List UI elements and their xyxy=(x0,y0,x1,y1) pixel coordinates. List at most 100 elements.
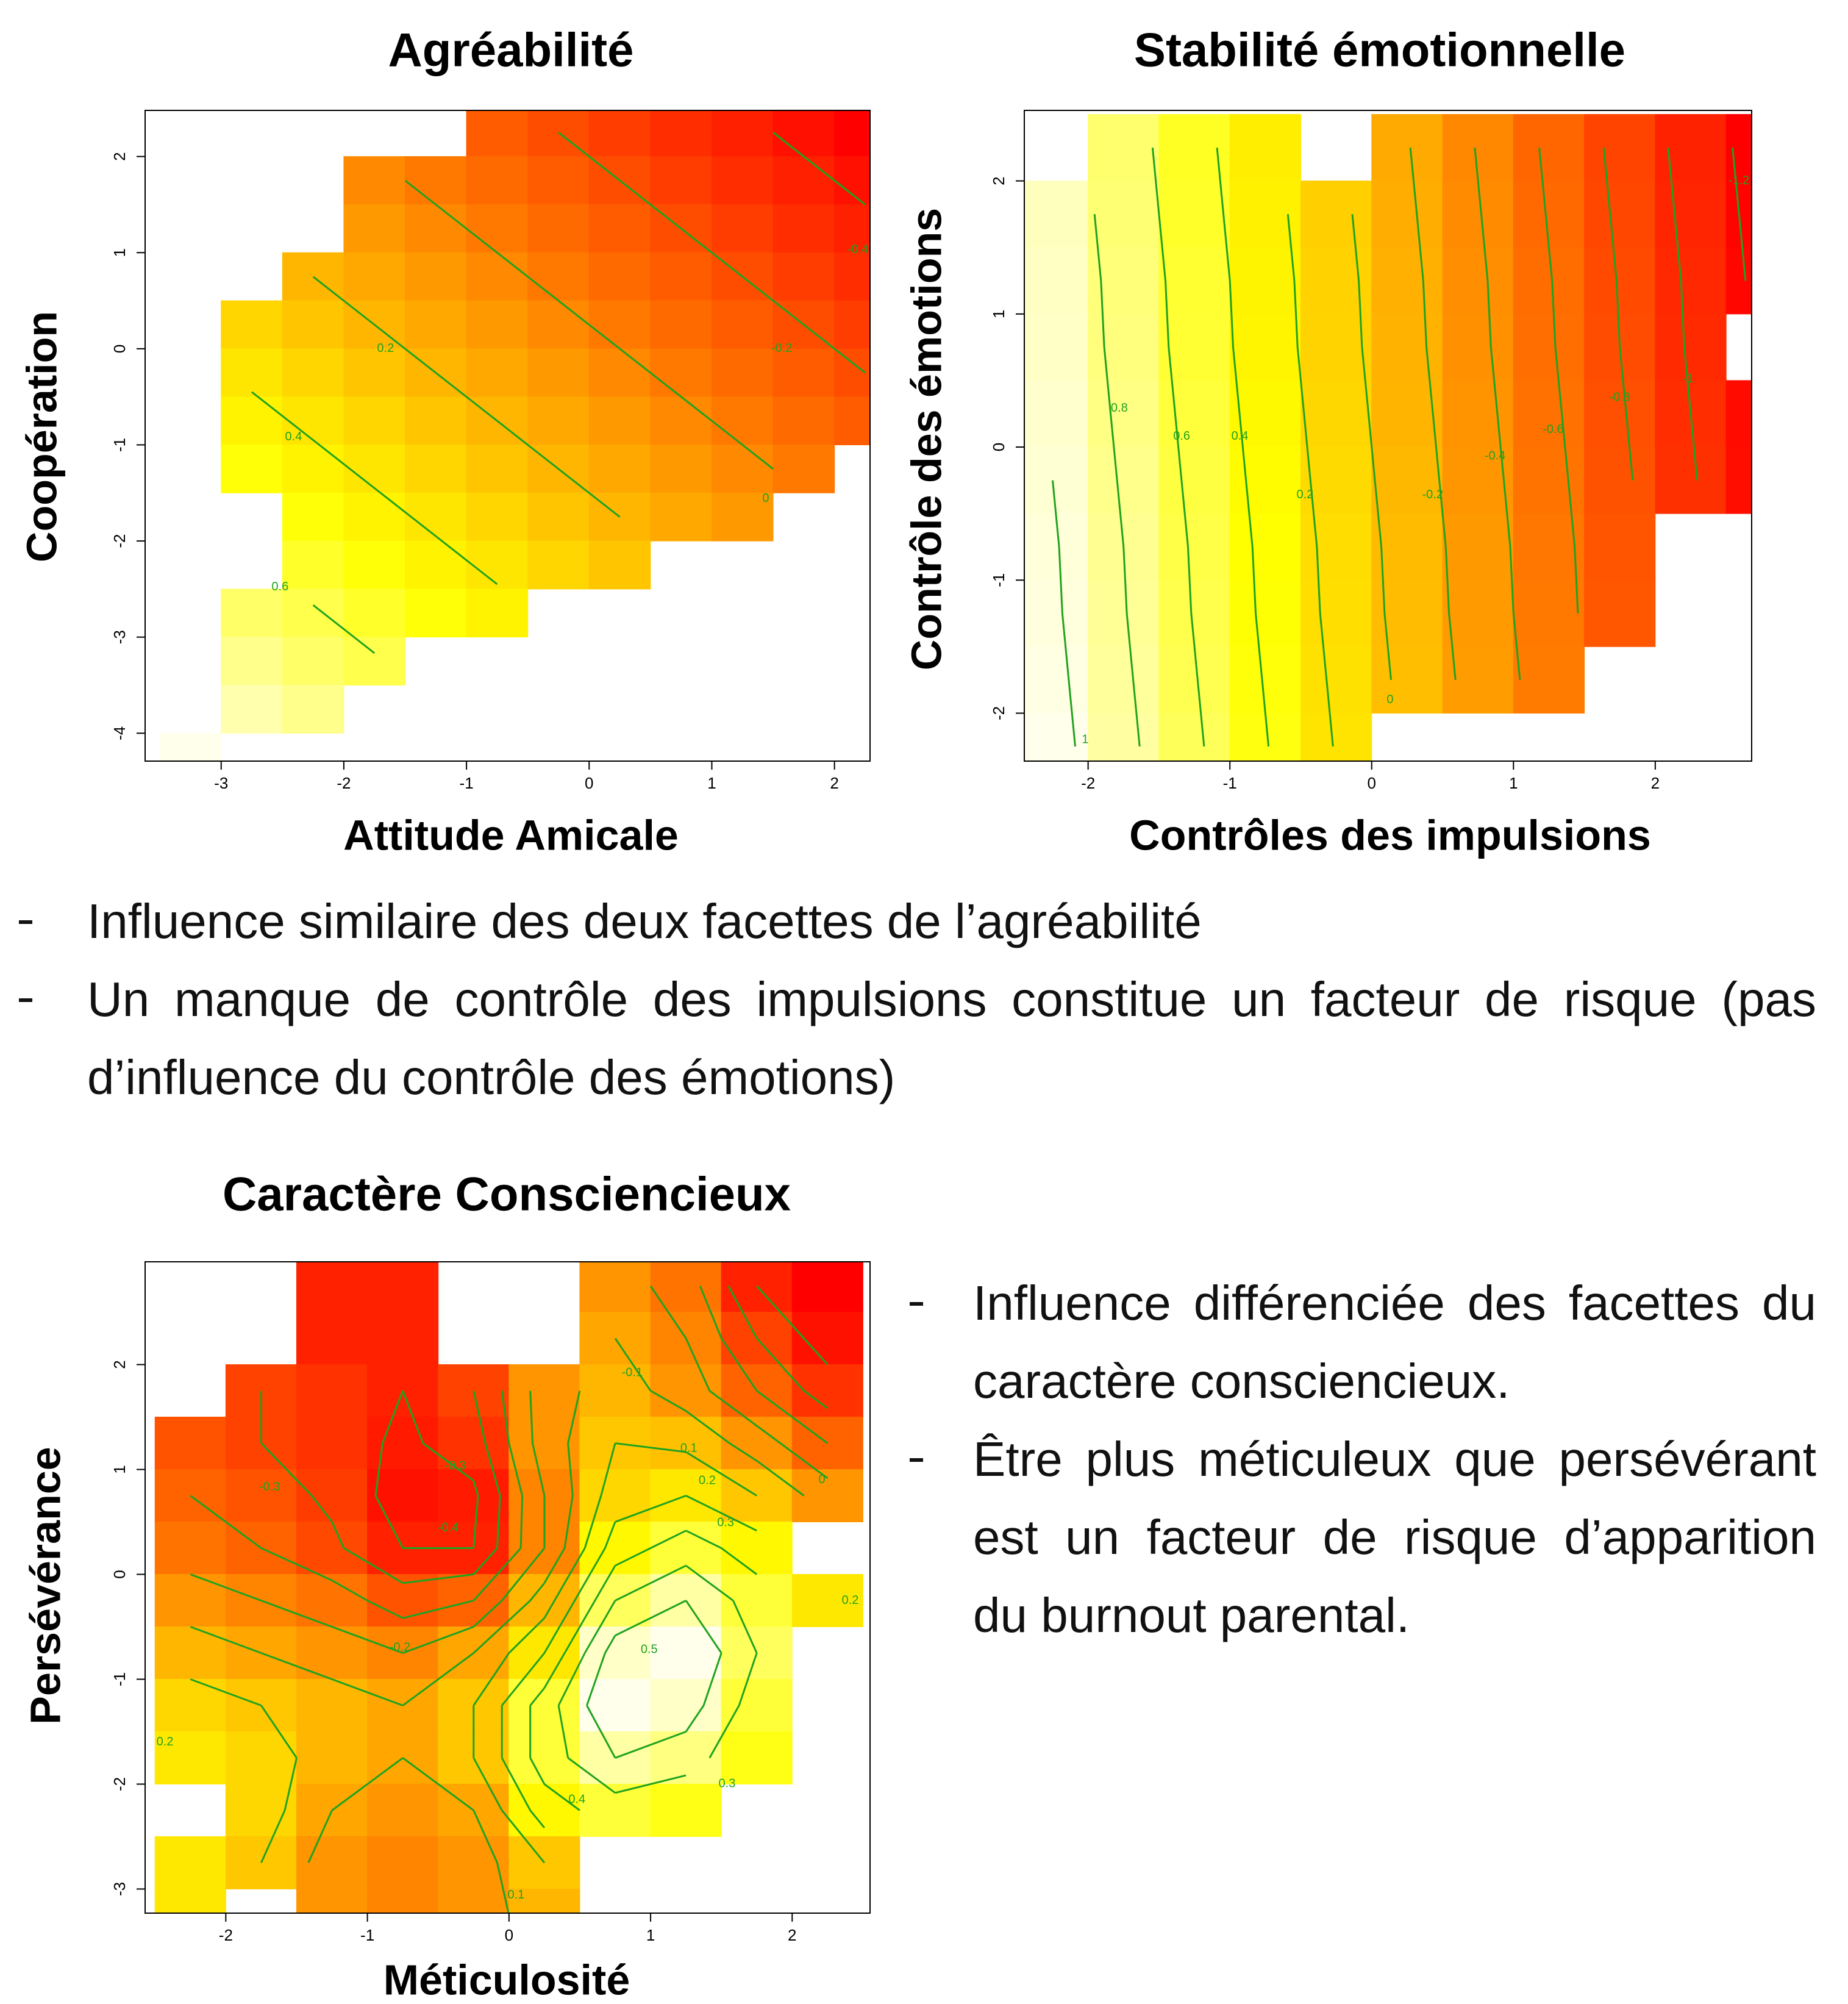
contour-label: -1.2 xyxy=(1728,174,1749,187)
heat-cell xyxy=(296,1312,368,1365)
heat-cell xyxy=(343,444,406,493)
contour-label: 0.2 xyxy=(842,1594,859,1607)
heat-cell xyxy=(282,637,344,685)
contour-label: -0.4 xyxy=(847,243,868,256)
y-axis-label: Coopération xyxy=(18,311,65,562)
contour-label: 0.2 xyxy=(1297,488,1314,501)
heat-cell xyxy=(1024,313,1089,381)
heat-cell xyxy=(588,348,651,398)
heat-cell xyxy=(508,1364,580,1418)
heat-cell xyxy=(1584,380,1656,448)
heat-cell xyxy=(1088,646,1160,714)
bullet-item: Un manque de contrôle des impulsions con… xyxy=(19,961,1816,1117)
contour-label: -0.6 xyxy=(1543,423,1563,436)
heat-cell xyxy=(466,492,529,542)
heat-cell xyxy=(711,156,774,205)
bullet-list: Influence différenciée des facettes du c… xyxy=(910,1264,1816,1655)
heat-cell xyxy=(466,589,529,638)
heat-cell xyxy=(296,1731,368,1784)
heat-cell xyxy=(1371,646,1443,714)
y-tick-label: -2 xyxy=(110,1777,129,1791)
heat-cell xyxy=(296,1678,368,1732)
contour-label: 1 xyxy=(1082,732,1088,746)
contour-line xyxy=(190,1442,757,1864)
heat-cell xyxy=(1229,513,1301,581)
bullet-text: Un manque de contrôle des impulsions con… xyxy=(87,972,1816,1104)
heat-cell xyxy=(834,396,870,445)
heat-cell xyxy=(834,300,870,349)
heat-cell xyxy=(1300,181,1372,248)
chart-title: Caractère Consciencieux xyxy=(223,1167,791,1221)
y-tick-label: -3 xyxy=(110,1882,129,1896)
contour-line xyxy=(1351,214,1392,681)
heat-cell xyxy=(405,156,467,205)
heat-cell xyxy=(438,1469,510,1523)
heat-cell xyxy=(1229,446,1301,514)
heat-cell xyxy=(650,492,712,542)
x-tick-label: -1 xyxy=(1223,774,1237,792)
heat-cell xyxy=(579,1262,651,1313)
contour-line xyxy=(1474,147,1521,681)
contour-line xyxy=(404,179,774,470)
heat-cell xyxy=(711,348,774,398)
heat-cell xyxy=(1584,181,1656,248)
y-tick-label: 2 xyxy=(110,152,129,160)
heat-cell xyxy=(1371,579,1443,647)
heat-cell xyxy=(527,348,590,398)
heat-cell xyxy=(1300,380,1372,448)
x-tick-label: 1 xyxy=(707,774,716,792)
heat-cell xyxy=(579,1678,651,1732)
heat-cell xyxy=(343,252,406,301)
heat-cell xyxy=(225,1678,297,1732)
heat-cell xyxy=(154,1417,226,1470)
heat-cell xyxy=(772,204,835,253)
contour-line xyxy=(1538,147,1579,614)
heat-cell xyxy=(154,1678,226,1732)
heat-cell xyxy=(1655,114,1727,182)
contour-line xyxy=(1093,214,1141,747)
contour-line xyxy=(260,1285,829,1584)
y-tick-label: -2 xyxy=(990,706,1008,720)
heat-cell xyxy=(711,492,774,542)
contour-label: 0 xyxy=(818,1473,825,1486)
heat-cell xyxy=(1584,247,1656,315)
contour-label: 0.1 xyxy=(680,1441,697,1455)
heat-cell xyxy=(527,492,590,542)
contour-line xyxy=(1216,147,1270,747)
x-tick-label: -2 xyxy=(219,1926,233,1944)
heat-cell xyxy=(1229,313,1301,381)
heat-cell xyxy=(282,444,344,493)
x-tick-label: 2 xyxy=(1651,774,1660,792)
heat-cell xyxy=(1024,513,1089,581)
heat-cell xyxy=(154,1522,226,1575)
heat-cell xyxy=(1088,579,1160,647)
bullet-list: Influence similaire des deux facettes de… xyxy=(19,882,1816,1117)
heat-cell xyxy=(1229,712,1301,761)
heat-cell xyxy=(1024,579,1089,647)
y-tick-label: 1 xyxy=(990,310,1008,318)
contour-label: -0.3 xyxy=(444,1459,465,1473)
heat-cell xyxy=(1300,712,1372,761)
heat-cell xyxy=(296,1888,368,1913)
contour-line xyxy=(557,1564,758,1794)
heat-cell xyxy=(1584,513,1656,581)
heat-cell xyxy=(159,732,222,761)
heat-cell xyxy=(1158,712,1230,761)
heat-cell xyxy=(296,1262,368,1313)
heat-cell xyxy=(650,396,712,445)
heat-cell xyxy=(834,252,870,301)
heat-cell xyxy=(367,1312,439,1365)
heat-cell xyxy=(367,1888,439,1913)
heat-cell xyxy=(466,156,529,205)
heat-cell xyxy=(772,396,835,445)
heat-cell xyxy=(225,1836,297,1889)
bullet-text: Influence différenciée des facettes du c… xyxy=(973,1276,1816,1408)
heat-cell xyxy=(1024,712,1089,761)
heat-cell xyxy=(721,1262,793,1313)
contour-label: -0.2 xyxy=(771,342,792,355)
heat-cell xyxy=(1442,247,1514,315)
heat-cell xyxy=(343,348,406,398)
